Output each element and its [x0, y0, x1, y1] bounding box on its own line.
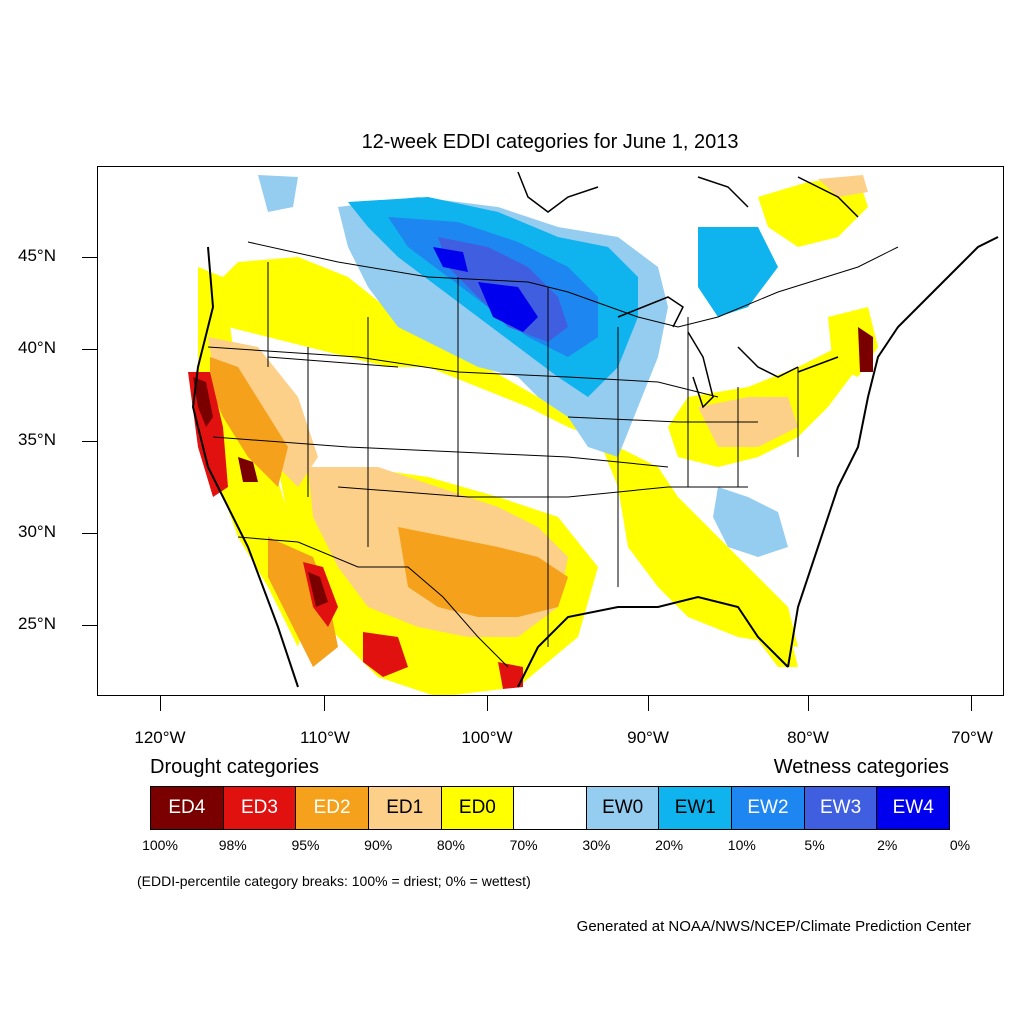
ed3-region-chihuahua	[363, 632, 408, 677]
percentile-label: 30%	[582, 837, 611, 853]
lon-tick	[648, 696, 649, 711]
dryness-regions	[188, 175, 878, 695]
legend-swatch: EW0	[586, 787, 660, 829]
percentile-label: 90%	[364, 837, 393, 853]
percentile-label: 100%	[142, 837, 178, 853]
state-lines-vertical	[267, 262, 799, 647]
great-lakes	[617, 296, 839, 409]
lon-tick	[324, 696, 325, 711]
legend-swatch: ED4	[151, 787, 224, 829]
lon-tick	[808, 696, 809, 711]
lat-tick	[82, 533, 97, 534]
legend-swatch: ED3	[223, 787, 297, 829]
ew0-region-northwest	[258, 175, 298, 212]
lat-label-45: 45°N	[18, 246, 56, 265]
lon-label-70: 70°W	[951, 728, 993, 747]
us-mexico-border	[237, 536, 509, 668]
legend-swatch: EW1	[659, 787, 733, 829]
ed4-region-sonora	[308, 572, 328, 607]
eddi-map	[97, 166, 1004, 696]
percentile-label: 10%	[727, 837, 756, 853]
drought-categories-heading: Drought categories	[150, 756, 319, 778]
percentile-label: 70%	[509, 837, 538, 853]
percentile-label: 95%	[291, 837, 320, 853]
ed4-region-northeast	[858, 327, 873, 372]
legend-swatch: EW2	[732, 787, 805, 829]
ew4-region-dakotas	[478, 282, 538, 332]
percentile-label: 5%	[804, 837, 825, 853]
us-canada-border	[247, 241, 899, 328]
legend-colorbar: ED4 ED3 ED2 ED1 ED0 EW0 EW1 EW2 EW3 EW4	[150, 786, 950, 830]
percentile-label: 20%	[655, 837, 684, 853]
percentile-label: 0%	[949, 837, 971, 853]
lon-tick	[487, 696, 488, 711]
credit-text: Generated at NOAA/NWS/NCEP/Climate Predi…	[576, 918, 971, 935]
hudson-bay-coast	[517, 171, 859, 218]
ew0-region-southeast	[713, 487, 788, 557]
ew1-region-ontario	[698, 227, 778, 317]
lon-label-120: 120°W	[134, 728, 186, 747]
percentile-label: 2%	[877, 837, 898, 853]
boundaries	[191, 171, 999, 688]
wetness-categories-heading: Wetness categories	[773, 756, 949, 778]
lat-tick	[82, 349, 97, 350]
lat-label-35: 35°N	[18, 430, 56, 449]
ed1-region-quebec	[818, 175, 868, 197]
coastline	[191, 236, 999, 688]
percentile-label: 98%	[218, 837, 247, 853]
lon-tick	[971, 696, 972, 711]
lon-label-80: 80°W	[787, 728, 829, 747]
legend-swatch: EW3	[804, 787, 878, 829]
category-breaks-note: (EDDI-percentile category breaks: 100% =…	[137, 873, 531, 889]
ed0-region-west	[203, 257, 798, 647]
ed2-region-california	[210, 357, 288, 487]
ed4-region-coast	[193, 377, 213, 427]
lon-label-100: 100°W	[461, 728, 513, 747]
legend-swatch: ED0	[441, 787, 515, 829]
lat-label-30: 30°N	[18, 522, 56, 541]
lat-tick	[82, 441, 97, 442]
ed2-region-baja	[268, 537, 338, 667]
lon-label-90: 90°W	[627, 728, 669, 747]
legend-swatch: ED1	[368, 787, 442, 829]
legend-swatch: ED2	[296, 787, 369, 829]
lat-tick	[82, 257, 97, 258]
wetness-regions	[258, 175, 788, 557]
legend-swatch: EW4	[877, 787, 950, 829]
ed3-region-tamaulipas	[498, 662, 523, 689]
lat-label-25: 25°N	[18, 614, 56, 633]
ew4-region-northdakota	[433, 247, 468, 272]
lon-tick	[160, 696, 161, 711]
lat-label-40: 40°N	[18, 338, 56, 357]
legend-swatch	[514, 787, 587, 829]
map-title: 12-week EDDI categories for June 1, 2013	[361, 131, 739, 153]
lat-tick	[82, 625, 97, 626]
lon-label-110: 110°W	[300, 728, 350, 747]
ed4-region-nevada	[238, 457, 258, 482]
percentile-label: 80%	[436, 837, 465, 853]
